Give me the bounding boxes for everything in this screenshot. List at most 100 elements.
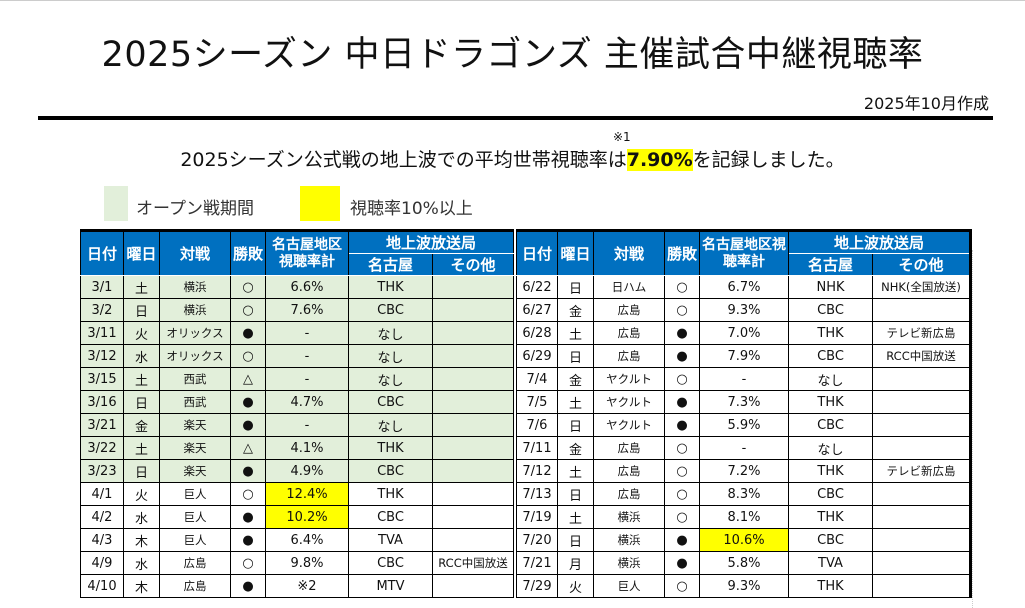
date-cell: 4/2 bbox=[80, 505, 124, 529]
header-weekday: 曜日 bbox=[557, 230, 594, 276]
nagoya-station-cell: TVA bbox=[788, 551, 873, 575]
date-cell: 7/5 bbox=[516, 390, 558, 414]
nagoya-station-cell: なし bbox=[348, 344, 433, 368]
result-cell: ○ bbox=[230, 298, 266, 322]
result-cell: ● bbox=[230, 413, 266, 437]
weekday-cell: 日 bbox=[557, 482, 594, 506]
other-station-cell: RCC中国放送 bbox=[872, 344, 971, 368]
opponent-cell: 広島 bbox=[593, 482, 665, 506]
table-row: 4/10 木広島 ● ※2 MTV bbox=[80, 574, 514, 598]
weekday-cell: 火 bbox=[123, 321, 160, 345]
weekday-cell: 水 bbox=[123, 551, 160, 575]
weekday-cell: 土 bbox=[557, 390, 594, 414]
other-station-cell bbox=[432, 367, 514, 391]
table-row: 3/12 水オリックス ○ - なし bbox=[80, 344, 514, 368]
result-cell: ● bbox=[664, 551, 700, 575]
opponent-cell: ヤクルト bbox=[593, 367, 665, 391]
opponent-cell: 日ハム bbox=[593, 275, 665, 299]
opponent-cell: 広島 bbox=[159, 574, 231, 598]
date-cell: 4/9 bbox=[80, 551, 124, 575]
opponent-cell: 横浜 bbox=[159, 275, 231, 299]
other-station-cell bbox=[872, 436, 971, 460]
opponent-cell: 楽天 bbox=[159, 413, 231, 437]
opponent-cell: 巨人 bbox=[159, 505, 231, 529]
summary-after: を記録しました。 bbox=[692, 149, 845, 171]
table-row: 7/11 金広島 ○ - なし bbox=[516, 436, 971, 460]
other-station-cell bbox=[432, 390, 514, 414]
opponent-cell: 楽天 bbox=[159, 436, 231, 460]
date-cell: 7/11 bbox=[516, 436, 558, 460]
nagoya-station-cell: MTV bbox=[348, 574, 433, 598]
date-cell: 3/22 bbox=[80, 436, 124, 460]
rating-cell: 7.0% bbox=[699, 321, 789, 345]
date-cell: 3/16 bbox=[80, 390, 124, 414]
created-date: 2025年10月作成 bbox=[863, 94, 989, 113]
header-result: 勝敗 bbox=[230, 230, 266, 276]
opponent-cell: 広島 bbox=[593, 436, 665, 460]
rating-cell: - bbox=[265, 413, 349, 437]
rating-cell: 6.7% bbox=[699, 275, 789, 299]
nagoya-station-cell: CBC bbox=[348, 551, 433, 575]
nagoya-station-cell: CBC bbox=[788, 298, 873, 322]
result-cell: △ bbox=[230, 436, 266, 460]
header-date: 日付 bbox=[80, 230, 124, 276]
header-opponent: 対戦 bbox=[159, 230, 231, 276]
date-cell: 7/19 bbox=[516, 505, 558, 529]
date-cell: 7/21 bbox=[516, 551, 558, 575]
table-row: 3/21 金楽天 ● - なし bbox=[80, 413, 514, 437]
result-cell: ● bbox=[230, 321, 266, 345]
date-cell: 7/20 bbox=[516, 528, 558, 552]
opponent-cell: ヤクルト bbox=[593, 413, 665, 437]
nagoya-station-cell: なし bbox=[788, 436, 873, 460]
opponent-cell: オリックス bbox=[159, 344, 231, 368]
rating-cell: - bbox=[699, 436, 789, 460]
other-station-cell bbox=[432, 436, 514, 460]
result-cell: ● bbox=[230, 390, 266, 414]
opponent-cell: 巨人 bbox=[159, 528, 231, 552]
opponent-cell: 巨人 bbox=[159, 482, 231, 506]
opponent-cell: 広島 bbox=[593, 321, 665, 345]
legend-swatch-high bbox=[300, 186, 340, 221]
nagoya-station-cell: THK bbox=[788, 390, 873, 414]
header-rating: 名古屋地区視聴率計 bbox=[265, 230, 349, 276]
date-cell: 3/11 bbox=[80, 321, 124, 345]
header-other: その他 bbox=[872, 253, 971, 276]
table-row: 3/2 日横浜 ○ 7.6% CBC bbox=[80, 298, 514, 322]
table-row: 4/2 水巨人 ● 10.2% CBC bbox=[80, 505, 514, 529]
result-cell: ○ bbox=[664, 459, 700, 483]
opponent-cell: 横浜 bbox=[593, 528, 665, 552]
nagoya-station-cell: なし bbox=[348, 321, 433, 345]
nagoya-station-cell: CBC bbox=[348, 298, 433, 322]
date-cell: 7/6 bbox=[516, 413, 558, 437]
table-row: 7/5 土ヤクルト ● 7.3% THK bbox=[516, 390, 971, 414]
weekday-cell: 木 bbox=[123, 528, 160, 552]
other-station-cell bbox=[432, 413, 514, 437]
rating-cell: 4.1% bbox=[265, 436, 349, 460]
table-row: 6/29 日広島 ● 7.9% CBC RCC中国放送 bbox=[516, 344, 971, 368]
weekday-cell: 日 bbox=[123, 298, 160, 322]
result-cell: ● bbox=[230, 528, 266, 552]
other-station-cell bbox=[872, 528, 971, 552]
page-title: 2025シーズン 中日ドラゴンズ 主催試合中継視聴率 bbox=[101, 35, 924, 75]
date-cell: 7/29 bbox=[516, 574, 558, 598]
page-top-border bbox=[0, 0, 1025, 1]
opponent-cell: 広島 bbox=[593, 298, 665, 322]
weekday-cell: 水 bbox=[123, 505, 160, 529]
rating-cell: - bbox=[699, 367, 789, 391]
other-station-cell bbox=[432, 574, 514, 598]
date-cell: 6/29 bbox=[516, 344, 558, 368]
date-cell: 4/1 bbox=[80, 482, 124, 506]
nagoya-station-cell: THK bbox=[348, 436, 433, 460]
date-cell: 3/12 bbox=[80, 344, 124, 368]
nagoya-station-cell: CBC bbox=[788, 528, 873, 552]
nagoya-station-cell: THK bbox=[788, 505, 873, 529]
opponent-cell: 巨人 bbox=[593, 574, 665, 598]
result-cell: ○ bbox=[230, 482, 266, 506]
other-station-cell bbox=[872, 390, 971, 414]
other-station-cell bbox=[432, 459, 514, 483]
rating-cell: 9.3% bbox=[699, 298, 789, 322]
table-row: 7/12 土広島 ○ 7.2% THK テレビ新広島 bbox=[516, 459, 971, 483]
header-broadcaster: 地上波放送局 bbox=[348, 230, 514, 254]
legend-label-high: 視聴率10%以上 bbox=[350, 199, 473, 219]
table-row: 3/16 日西武 ● 4.7% CBC bbox=[80, 390, 514, 414]
